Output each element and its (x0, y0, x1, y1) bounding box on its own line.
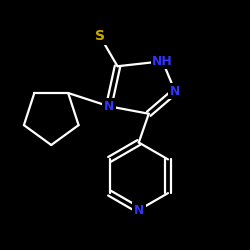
Text: NH: NH (152, 55, 173, 68)
Text: N: N (104, 100, 114, 113)
Text: N: N (170, 85, 180, 98)
Text: N: N (134, 204, 144, 216)
Text: S: S (95, 29, 105, 43)
